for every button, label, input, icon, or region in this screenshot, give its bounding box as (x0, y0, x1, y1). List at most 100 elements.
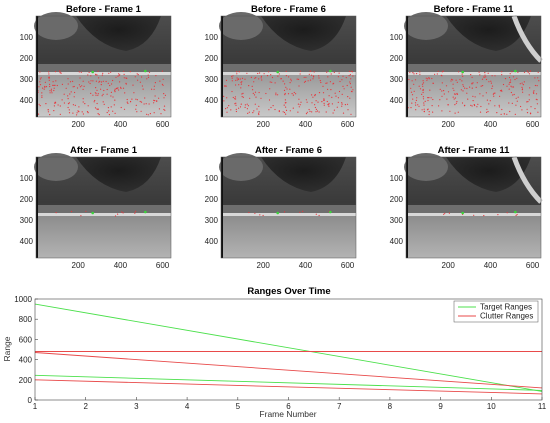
panel-y-ticks: 100 200 300 400 (390, 174, 404, 246)
legend-item: Clutter Ranges (458, 312, 533, 321)
legend-box (453, 300, 539, 323)
target-point (91, 70, 94, 74)
panel-x-tick: 400 (484, 120, 498, 129)
panel-y-tick: 200 (20, 195, 34, 204)
ground (36, 75, 171, 117)
panel-y-ticks: 100 200 300 400 (205, 33, 219, 105)
y-axis-label: Range (2, 336, 12, 361)
ground (406, 216, 541, 258)
x-tick-label: 1 (33, 402, 38, 411)
panel-title: Before - Frame 1 (66, 4, 142, 15)
track-points (223, 70, 354, 116)
chart-series (34, 303, 543, 395)
panel-y-tick: 100 (205, 33, 219, 42)
panel-y-tick: 200 (20, 54, 34, 63)
ground (36, 216, 171, 258)
horizon-band (221, 205, 356, 213)
image-panel-after-1: After - Frame 1 100 200 300 400 200 400 600 (20, 145, 172, 270)
chart-title: Ranges Over Time (247, 286, 330, 297)
y-tick-label: 1000 (14, 295, 32, 304)
target-point (144, 69, 147, 73)
panel-y-tick: 400 (390, 237, 404, 246)
x-tick-label: 9 (438, 402, 443, 411)
horizon-band (36, 64, 171, 72)
panel-y-tick: 400 (390, 96, 404, 105)
panel-y-ticks: 100 200 300 400 (205, 174, 219, 246)
panel-x-tick: 600 (156, 261, 170, 270)
image-panel-after-3: After - Frame 11 100 200 300 400 200 400 600 (390, 145, 543, 270)
panel-x-tick: 200 (72, 261, 86, 270)
panel-x-tick: 200 (257, 261, 271, 270)
x-tick-label: 4 (185, 402, 190, 411)
panel-x-ticks: 200 400 600 (72, 120, 170, 129)
chart-frame (34, 298, 543, 401)
target-point (144, 210, 147, 214)
panel-x-tick: 600 (341, 261, 355, 270)
image-panel-before-1: Before - Frame 1 100 200 300 400 200 400 600 (20, 4, 172, 129)
panel-y-tick: 200 (205, 195, 219, 204)
horizon-band (406, 205, 541, 213)
chart-ticks: 1 2 3 4 5 6 7 8 9 10 11 0 200 400 600 800 1000 (14, 295, 546, 411)
tree-canopy (404, 12, 543, 63)
series-line-clutter-4 (34, 352, 543, 389)
panel-x-ticks: 200 400 600 (442, 261, 540, 270)
panel-y-tick: 400 (20, 96, 34, 105)
series-line-target-2 (34, 374, 543, 391)
target-point (276, 70, 280, 74)
panel-x-ticks: 200 400 600 (442, 120, 540, 129)
panel-title: Before - Frame 11 (434, 4, 514, 15)
panel-y-tick: 100 (205, 174, 219, 183)
panel-x-tick: 400 (299, 120, 313, 129)
image-panel-before-3: Before - Frame 11 100 200 300 400 200 400 600 (390, 4, 543, 129)
tree-canopy (219, 12, 346, 51)
panel-x-tick: 600 (526, 261, 540, 270)
panel-x-tick: 200 (72, 120, 86, 129)
panel-x-tick: 600 (341, 120, 355, 129)
x-tick-label: 11 (538, 402, 547, 411)
image-panel-after-2: After - Frame 6 100 200 300 400 200 400 600 (205, 145, 357, 270)
panel-title: After - Frame 1 (70, 145, 138, 156)
panel-x-tick: 400 (114, 120, 128, 129)
panel-y-tick: 200 (205, 54, 219, 63)
x-tick-label: 7 (337, 402, 342, 411)
target-point (329, 210, 332, 214)
panel-y-tick: 100 (390, 174, 404, 183)
track-points (407, 70, 540, 116)
panel-y-tick: 300 (205, 216, 219, 225)
legend-label: Clutter Ranges (480, 312, 533, 321)
panel-y-tick: 100 (390, 33, 404, 42)
ranges-chart: Ranges Over Time 1 2 3 4 5 6 7 8 9 10 11 0 200 400 600… (2, 286, 547, 419)
legend-item: Target Ranges (458, 303, 532, 312)
panel-title: After - Frame 11 (438, 145, 511, 156)
tree-canopy (34, 153, 161, 192)
tree-canopy (404, 153, 543, 204)
target-point (514, 210, 517, 214)
track-points (248, 210, 330, 217)
panel-y-ticks: 100 200 300 400 (20, 33, 34, 105)
series-line-target-1 (34, 303, 543, 392)
x-tick-label: 3 (134, 402, 139, 411)
panel-x-tick: 400 (484, 261, 498, 270)
panel-title: Before - Frame 6 (251, 4, 326, 15)
x-tick-label: 2 (83, 402, 88, 411)
tree-canopy (219, 153, 346, 192)
ground (406, 75, 541, 117)
target-point (514, 69, 517, 73)
panel-x-ticks: 200 400 600 (257, 120, 355, 129)
panel-x-tick: 200 (257, 120, 271, 129)
x-tick-label: 6 (286, 402, 291, 411)
legend-label: Target Ranges (480, 303, 532, 312)
panel-x-tick: 200 (442, 120, 456, 129)
horizon-band (36, 205, 171, 213)
panel-x-tick: 600 (526, 120, 540, 129)
track-points (37, 70, 166, 116)
panel-x-tick: 400 (114, 261, 128, 270)
panel-x-ticks: 200 400 600 (72, 261, 170, 270)
panel-y-tick: 200 (390, 195, 404, 204)
y-tick-label: 400 (19, 356, 33, 365)
panel-title: After - Frame 6 (255, 145, 322, 156)
panel-y-tick: 300 (390, 75, 404, 84)
x-tick-label: 10 (487, 402, 496, 411)
